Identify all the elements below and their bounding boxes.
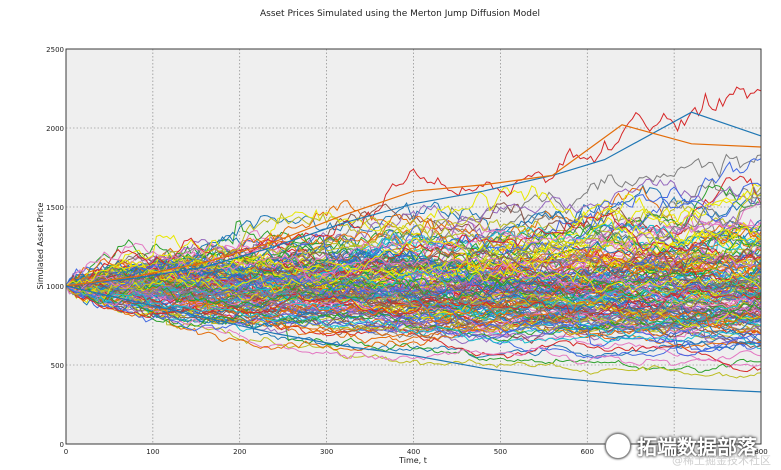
- x-tick-label: 200: [233, 448, 246, 456]
- simulated-path: [65, 237, 762, 294]
- simulated-path: [65, 265, 762, 315]
- x-ticks: 0 100 200 300 400 500 600 700 800: [64, 448, 768, 456]
- watermark: 拓端数据部落: [605, 431, 757, 460]
- wechat-icon: [605, 432, 631, 459]
- y-tick-label: 0: [60, 441, 64, 449]
- y-tick-label: 2500: [46, 46, 64, 54]
- x-tick-label: 800: [754, 448, 767, 456]
- series-path-bottom: [65, 285, 762, 393]
- x-tick-label: 100: [146, 448, 159, 456]
- series-path-top: [65, 111, 762, 287]
- simulated-path: [65, 252, 762, 351]
- y-tick-label: 1500: [46, 204, 64, 212]
- simulated-path: [65, 285, 762, 367]
- simulated-path: [66, 285, 762, 350]
- watermark-sub: @稀土掘金技术社区: [672, 454, 771, 467]
- x-tick-label: 700: [667, 448, 680, 456]
- watermark-main: 拓端数据部落: [637, 435, 757, 459]
- simulated-path: [65, 271, 762, 316]
- x-axis-label: Time, t: [398, 456, 427, 465]
- x-tick-label: 500: [494, 448, 507, 456]
- series-path-orange-top: [65, 124, 762, 287]
- x-tick-label: 400: [407, 448, 420, 456]
- y-tick-label: 2000: [46, 125, 64, 133]
- simulated-path: [65, 271, 762, 322]
- simulated-path: [65, 253, 762, 311]
- simulated-path: [66, 216, 762, 300]
- simulated-path: [65, 257, 762, 313]
- chart-title: Asset Prices Simulated using the Merton …: [260, 9, 540, 19]
- simulated-path: [65, 243, 762, 303]
- y-tick-label: 500: [51, 362, 64, 370]
- simulated-path: [65, 250, 762, 317]
- simulated-path: [65, 284, 762, 344]
- x-tick-label: 600: [581, 448, 594, 456]
- x-tick-label: 0: [64, 448, 68, 456]
- simulated-path: [65, 273, 762, 312]
- simulated-path: [65, 239, 762, 308]
- y-tick-label: 1000: [46, 283, 64, 291]
- simulated-path: [65, 212, 761, 296]
- y-axis-label: Simulated Asset Price: [36, 202, 45, 289]
- simulated-path: [65, 212, 762, 304]
- simulated-path: [65, 245, 762, 303]
- simulated-path: [65, 221, 762, 292]
- simulated-path: [65, 86, 762, 291]
- paths: [65, 86, 762, 393]
- y-ticks: 0 500 1000 1500 2000 2500: [46, 46, 64, 449]
- simulated-path: [65, 285, 762, 339]
- simulated-path: [65, 263, 762, 352]
- x-tick-label: 300: [320, 448, 333, 456]
- plot-frame: [65, 48, 762, 445]
- simulated-path: [65, 263, 762, 317]
- simulated-path: [65, 274, 762, 330]
